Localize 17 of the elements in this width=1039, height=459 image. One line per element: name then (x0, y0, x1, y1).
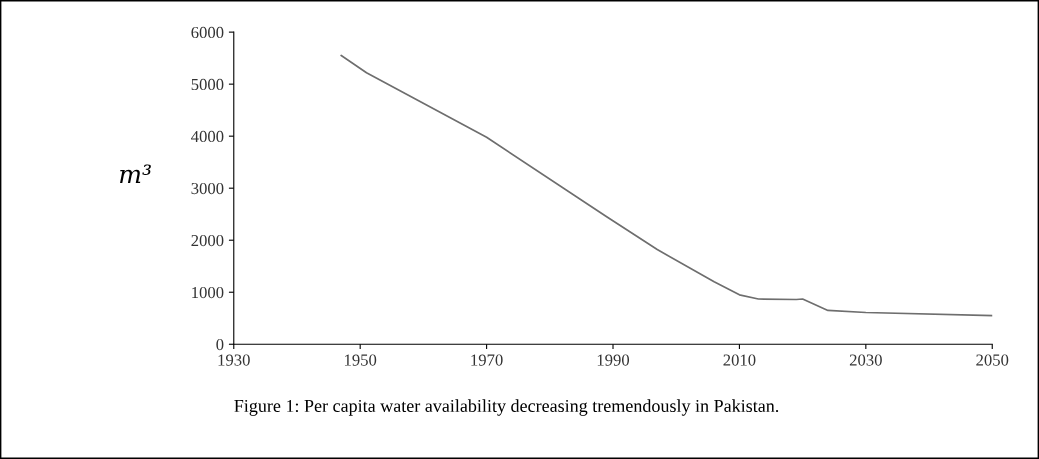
x-tick-label: 2030 (849, 354, 882, 366)
x-tick-label: 1950 (344, 354, 377, 366)
y-tick-label: 5000 (191, 78, 224, 91)
y-tick-label: 3000 (191, 182, 224, 195)
caption: Figure 1: Per capita water availability decreasing tremendously in Pakistan. (234, 399, 779, 416)
y-tick-label: 4000 (191, 130, 224, 143)
x-tick-label: 2050 (976, 354, 1009, 366)
x-tick-label: 1930 (218, 354, 250, 366)
x-tick-label: 1970 (471, 354, 503, 366)
x-tick-label: 2010 (723, 354, 756, 366)
x-tick-label: 1990 (597, 354, 630, 366)
y-tick-label: 0 (216, 338, 224, 351)
y-axis-title: m³ (120, 164, 151, 183)
y-tick-label: 6000 (191, 26, 224, 39)
line-series (340, 54, 993, 317)
y-tick-label: 2000 (191, 234, 224, 247)
y-tick-label: 1000 (192, 286, 224, 299)
